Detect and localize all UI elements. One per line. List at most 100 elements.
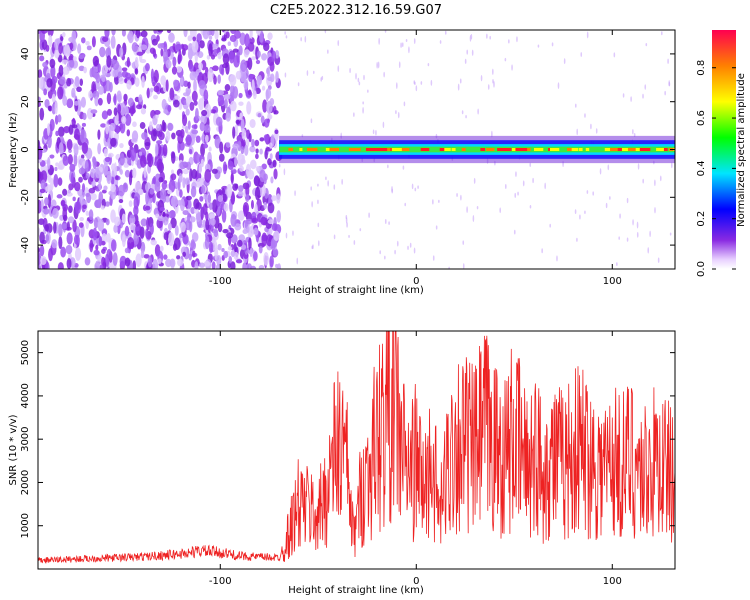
noise-speck — [358, 81, 361, 86]
noise-speck — [115, 125, 120, 135]
colorbar-tick-label: 0.2 — [696, 211, 707, 227]
noise-speck — [310, 186, 313, 191]
noise-speck — [516, 36, 518, 43]
noise-speck — [167, 189, 172, 195]
noise-speck — [165, 79, 169, 92]
noise-speck — [362, 101, 364, 105]
band-hotspot — [632, 148, 637, 151]
band-hotspot — [656, 148, 665, 151]
noise-speck — [203, 89, 209, 102]
noise-speck — [140, 241, 146, 253]
noise-speck — [472, 215, 475, 223]
noise-speck — [153, 30, 157, 34]
noise-speck — [226, 232, 233, 239]
noise-speck — [255, 148, 259, 154]
noise-speck — [239, 165, 244, 172]
noise-speck — [59, 76, 66, 85]
spectrogram-panel: -100 0 100 -40 -20 0 20 40 Height of straight … — [8, 29, 676, 296]
noise-speck — [136, 51, 144, 56]
noise-speck — [66, 232, 73, 245]
colorbar-label: Normalized spectral amplitude — [736, 73, 747, 227]
noise-speck — [132, 167, 137, 179]
noise-speck — [134, 77, 140, 88]
noise-speck — [141, 75, 145, 88]
noise-speck — [251, 79, 255, 93]
noise-speck — [128, 200, 133, 207]
noise-speck — [363, 74, 365, 81]
noise-speck — [45, 44, 50, 52]
noise-speck — [156, 140, 163, 145]
band-hotspot — [306, 148, 318, 151]
noise-speck — [263, 134, 269, 142]
noise-speck — [394, 249, 396, 255]
noise-speck — [205, 211, 209, 221]
noise-speck — [345, 217, 348, 224]
noise-speck — [165, 59, 172, 69]
noise-speck — [317, 240, 320, 247]
noise-speck — [654, 207, 656, 214]
noise-speck — [78, 65, 85, 72]
noise-speck — [599, 168, 602, 175]
noise-speck — [444, 30, 447, 35]
noise-speck — [104, 156, 111, 163]
noise-speck — [232, 48, 239, 53]
noise-speck — [252, 90, 257, 100]
noise-speck — [106, 108, 112, 116]
noise-speck — [58, 223, 63, 237]
noise-speck — [138, 94, 143, 103]
noise-speck — [253, 251, 258, 262]
noise-speck — [53, 221, 57, 234]
noise-speck — [92, 67, 98, 79]
noise-speck — [171, 132, 176, 140]
noise-speck — [616, 262, 618, 267]
noise-speck — [515, 171, 517, 177]
noise-speck — [66, 138, 73, 151]
noise-speck — [39, 55, 45, 62]
noise-speck — [636, 231, 639, 238]
noise-speck — [413, 38, 416, 44]
noise-speck — [230, 173, 234, 184]
noise-speck — [537, 44, 540, 48]
noise-speck — [362, 106, 364, 114]
noise-speck — [324, 30, 327, 34]
noise-speck — [188, 148, 193, 155]
noise-speck — [131, 42, 139, 53]
noise-speck — [632, 219, 634, 226]
noise-speck — [144, 142, 151, 147]
noise-speck — [39, 231, 45, 244]
noise-speck — [264, 149, 268, 160]
noise-speck — [187, 120, 191, 130]
noise-speck — [208, 35, 213, 40]
band-hotspot — [627, 148, 635, 151]
noise-speck — [191, 90, 198, 102]
noise-speck — [153, 69, 159, 83]
noise-speck — [132, 121, 137, 128]
noise-speck — [250, 199, 254, 210]
noise-speck — [438, 199, 440, 203]
noise-speck — [54, 48, 60, 59]
noise-speck — [194, 261, 199, 269]
colorbar-ticks: 0.0 0.2 0.4 0.6 0.8 — [696, 60, 736, 277]
noise-speck — [267, 219, 274, 225]
noise-speck — [84, 257, 91, 266]
band-hotspot — [420, 148, 430, 151]
noise-speck — [590, 123, 592, 130]
noise-speck — [218, 153, 225, 162]
noise-speck — [259, 30, 264, 43]
noise-speck — [128, 171, 133, 186]
noise-speck — [149, 121, 153, 132]
noise-speck — [157, 215, 165, 222]
noise-speck — [238, 92, 243, 99]
noise-speck — [171, 151, 176, 164]
noise-speck — [179, 189, 183, 198]
noise-speck — [149, 188, 155, 195]
noise-speck — [229, 74, 237, 87]
noise-speck — [119, 255, 127, 267]
noise-speck — [378, 37, 380, 45]
noise-speck — [119, 121, 126, 134]
colorbar-gradient — [712, 30, 736, 269]
noise-speck — [260, 216, 267, 226]
noise-speck — [86, 45, 92, 51]
noise-speck — [224, 98, 228, 109]
noise-speck — [257, 112, 262, 118]
